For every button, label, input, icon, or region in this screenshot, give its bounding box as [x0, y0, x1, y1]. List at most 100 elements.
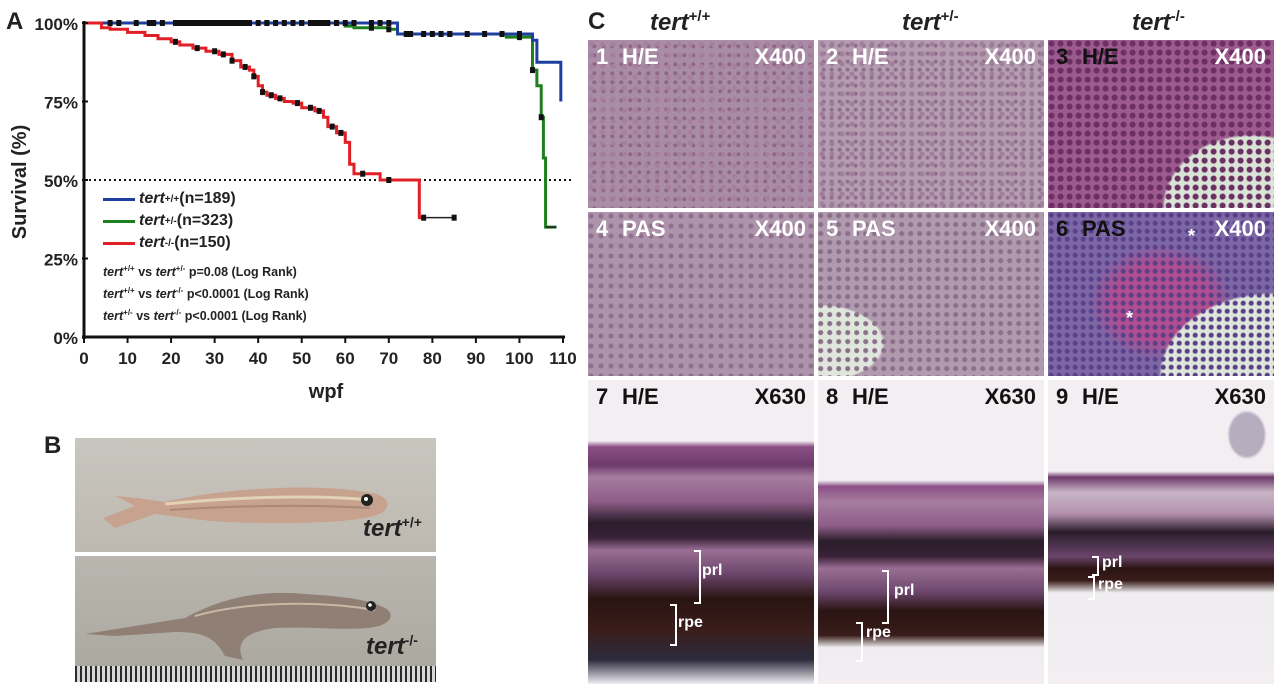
legend-gene: tert: [139, 190, 165, 207]
censor-mark: [325, 20, 331, 26]
censor-mark: [482, 30, 488, 37]
censor-mark: [329, 123, 335, 130]
rpe-label: rpe: [678, 614, 703, 631]
x-tick-label: 50: [292, 349, 311, 368]
stat-gene: tert: [103, 265, 124, 280]
censor-mark: [159, 20, 165, 26]
censor-mark: [216, 20, 222, 26]
fish-label-mutant: tert-/-: [366, 632, 418, 661]
histology-tile-8: 8 H/E X630 prl rpe: [818, 380, 1044, 684]
censor-mark: [268, 92, 274, 99]
stat-gene: tert: [103, 309, 124, 324]
x-tick-label: 10: [118, 349, 137, 368]
censor-mark: [368, 20, 374, 26]
stat-gene: tert: [103, 287, 124, 302]
censor-mark: [281, 20, 287, 26]
stat-genotype: -/-: [173, 308, 182, 317]
fish-gene: tert: [363, 515, 402, 542]
tile-magnification: X400: [984, 44, 1036, 69]
censor-mark: [203, 20, 209, 26]
survival-chart: 0 10 20 30 40 50 60 70 80 90 100 110 0% 25% 50% 75% 100%…: [9, 15, 577, 403]
censor-mark: [307, 20, 313, 26]
asterisk-marker: *: [1126, 308, 1134, 328]
col-gene: tert: [1132, 9, 1171, 36]
tile-magnification: X630: [754, 384, 806, 409]
censor-mark: [186, 20, 192, 26]
x-tick-label: 110: [549, 349, 576, 368]
tile-number: 1: [596, 44, 609, 69]
stat-gene: tert: [155, 287, 176, 302]
histology-tile-5: 5 PAS X400: [818, 212, 1044, 376]
series-line-tert-/-: [84, 21, 424, 220]
stat-vs: vs: [136, 309, 151, 324]
fish-gene: tert: [366, 633, 405, 660]
y-tick-label: 25%: [44, 251, 78, 270]
censor-mark: [177, 20, 183, 26]
censor-mark: [538, 114, 544, 121]
stat-line-3: tert+/- vs tert-/- p<0.0001 (Log Rank): [103, 308, 307, 323]
asterisk-marker: *: [1188, 226, 1196, 246]
tile-stain: H/E: [622, 44, 659, 69]
y-tick-label: 50%: [44, 172, 78, 191]
censor-mark: [408, 30, 414, 37]
prl-label: prl: [702, 562, 723, 579]
censor-mark: [368, 24, 374, 31]
panel-label-c: C: [588, 8, 606, 35]
legend-item-tert-het: tert +/- (n=323): [103, 212, 233, 230]
legend-genotype: -/-: [164, 237, 175, 249]
censor-mark: [360, 170, 366, 177]
rpe-bracket: [670, 604, 677, 646]
stat-vs: vs: [138, 287, 153, 302]
x-tick-label: 70: [379, 349, 398, 368]
censor-mark: [116, 20, 122, 26]
histology-tile-1: 1 H/E X400: [588, 40, 814, 208]
censor-mark: [190, 20, 196, 26]
censor-mark: [229, 57, 235, 64]
tile-number: 2: [826, 44, 839, 69]
prl-bracket: [694, 550, 701, 604]
censor-mark: [516, 34, 522, 41]
prl-bracket: [1092, 556, 1099, 576]
tile-magnification: X400: [1214, 44, 1266, 69]
tile-magnification: X630: [984, 384, 1036, 409]
tile-number: 3: [1056, 44, 1069, 69]
censor-mark: [212, 20, 218, 26]
x-tick-label: 80: [423, 349, 442, 368]
x-tick-label: 0: [79, 349, 88, 368]
stat-gene: tert: [155, 265, 176, 280]
censor-mark: [421, 30, 427, 37]
censor-mark: [212, 48, 218, 55]
censor-mark: [233, 20, 239, 26]
col-genotype: +/+: [688, 8, 711, 25]
x-axis-label: wpf: [308, 381, 344, 403]
rpe-label: rpe: [1098, 576, 1123, 593]
censor-mark: [464, 30, 470, 37]
stat-genotype: +/+: [123, 286, 135, 295]
censor-mark: [342, 20, 348, 26]
fish-ruler: [75, 666, 436, 682]
censor-mark: [242, 63, 248, 70]
legend-gene: tert: [139, 234, 165, 251]
legend-count: (n=189): [179, 190, 236, 207]
col-gene: tert: [650, 9, 689, 36]
y-tick-label: 0%: [53, 329, 78, 348]
rpe-bracket: [1088, 576, 1095, 600]
stat-genotype: +/-: [175, 264, 186, 273]
tile-number: 7: [596, 384, 609, 409]
tile-magnification: X400: [984, 216, 1036, 241]
x-tick-label: 20: [162, 349, 181, 368]
histology-tile-9: 9 H/E X630 prl rpe: [1048, 380, 1274, 684]
fish-photo-mutant: [75, 556, 436, 682]
histology-tile-3: 3 H/E X400: [1048, 40, 1274, 208]
censor-mark: [242, 20, 248, 26]
stat-line-1: tert+/+ vs tert+/- p=0.08 (Log Rank): [103, 264, 297, 279]
censor-mark: [338, 129, 344, 136]
panel-label-b: B: [44, 432, 62, 459]
col-genotype: +/-: [940, 8, 959, 25]
fish-wildtype-image: [103, 487, 388, 528]
legend-item-tert-wt: tert +/+ (n=189): [103, 190, 236, 208]
histology-tile-2: 2 H/E X400: [818, 40, 1044, 208]
censor-mark: [251, 73, 257, 80]
censor-mark: [194, 45, 200, 52]
censor-mark: [151, 20, 157, 26]
